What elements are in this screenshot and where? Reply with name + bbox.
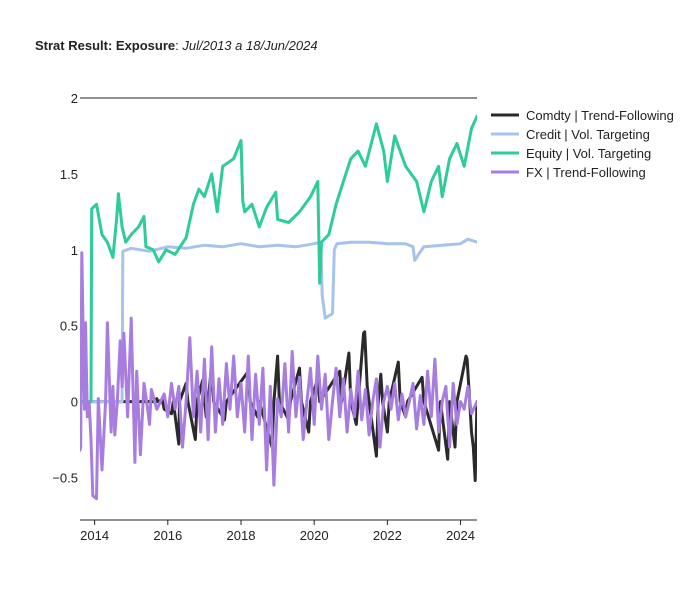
axes-layer: 2014 2016 2018 2020 2022 2024 −0.5 0 0.5 1 1.5 2	[52, 91, 477, 543]
x-tick-label: 2022	[373, 528, 402, 543]
y-tick-label: 1.5	[60, 167, 78, 182]
y-tick-label: 2	[71, 91, 78, 106]
series-line-2	[80, 114, 477, 404]
series-layer	[80, 114, 477, 501]
y-tick-label: −0.5	[52, 470, 78, 485]
chart-title-sep: :	[175, 38, 183, 53]
chart-title-period: Jul/2013 a 18/Jun/2024	[182, 38, 318, 53]
x-tick-label: 2024	[446, 528, 475, 543]
x-tick-label: 2018	[227, 528, 256, 543]
x-tick-label: 2014	[80, 528, 109, 543]
x-tick-label: 2020	[300, 528, 329, 543]
series-line-3	[80, 251, 477, 501]
chart-title-bold: Strat Result: Exposure	[35, 38, 176, 53]
x-tick-label: 2016	[153, 528, 182, 543]
series-line-1	[80, 237, 477, 404]
legend-label: Credit | Vol. Targeting	[526, 127, 650, 142]
y-tick-label: 0.5	[60, 319, 78, 334]
y-tick-label: 1	[71, 243, 78, 258]
legend-label: Comdty | Trend-Following	[526, 108, 674, 123]
legend-label: Equity | Vol. Targeting	[526, 146, 651, 161]
legend-item-2[interactable]: Equity | Vol. Targeting	[491, 146, 651, 161]
chart-title: Strat Result: Exposure: Jul/2013 a 18/Ju…	[35, 38, 318, 53]
legend-item-0[interactable]: Comdty | Trend-Following	[491, 108, 674, 123]
legend: Comdty | Trend-Following Credit | Vol. Ta…	[491, 108, 674, 180]
legend-item-3[interactable]: FX | Trend-Following	[491, 165, 646, 180]
legend-item-1[interactable]: Credit | Vol. Targeting	[491, 127, 650, 142]
legend-label: FX | Trend-Following	[526, 165, 646, 180]
y-tick-label: 0	[71, 395, 78, 410]
